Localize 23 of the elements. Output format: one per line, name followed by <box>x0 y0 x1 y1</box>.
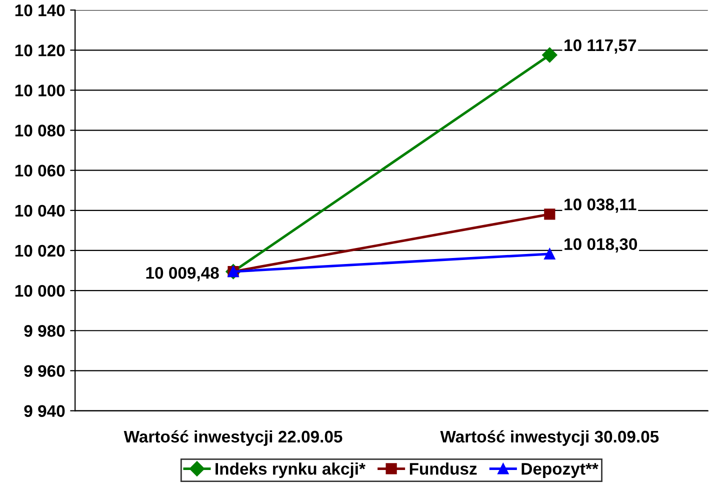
y-tick-label: 10 100 <box>15 84 65 96</box>
data-label: 10 018,30 <box>564 238 638 252</box>
x-tick-label: Wartość inwestycji 30.09.05 <box>440 430 659 446</box>
data-label: 10 009,48 <box>146 267 219 282</box>
y-tick-label: 9 940 <box>24 405 65 417</box>
legend-label: Fundusz <box>410 462 477 475</box>
point <box>542 47 558 63</box>
y-tick-label: 10 120 <box>15 44 65 56</box>
legend-label: Indeks rynku akcji* <box>216 462 366 478</box>
data-label: 10 038,11 <box>564 198 636 213</box>
y-tick-label: 9 980 <box>24 325 65 337</box>
y-tick-label: 10 020 <box>15 244 65 257</box>
data-label: 10 117,57 <box>564 39 636 54</box>
point <box>544 248 556 260</box>
y-tick-label: 10 140 <box>15 4 65 16</box>
y-tick-label: 9 960 <box>24 365 65 377</box>
legend-label: Depozyt** <box>522 463 598 478</box>
y-tick-label: 10 080 <box>15 124 65 136</box>
y-tick-label: 10 000 <box>15 284 65 297</box>
y-tick-label: 10 060 <box>15 164 65 177</box>
y-tick-label: 10 040 <box>15 204 65 217</box>
point <box>544 208 556 220</box>
x-tick-label: Wartość inwestycji 22.09.05 <box>124 430 342 446</box>
